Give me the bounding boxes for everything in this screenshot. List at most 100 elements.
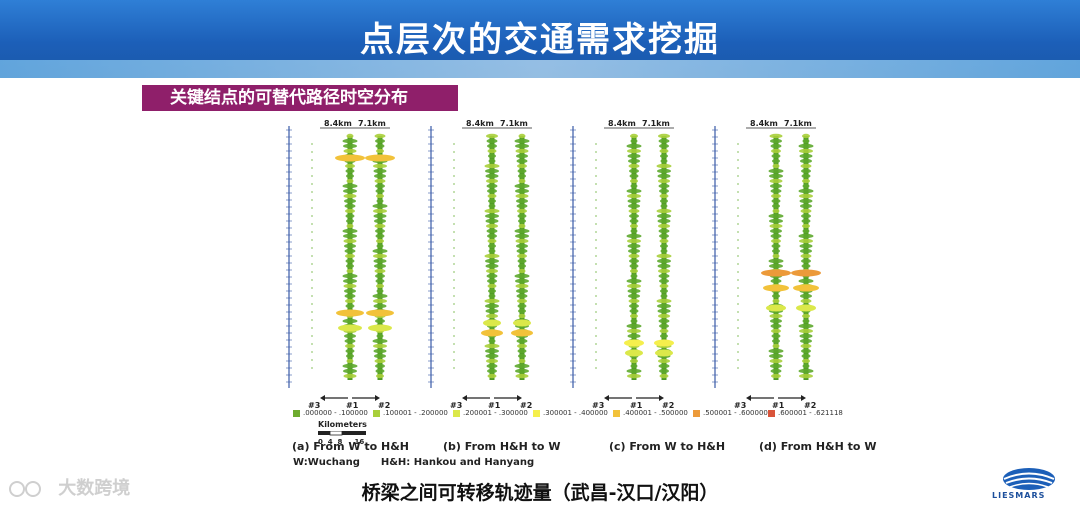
- trajectory-blob: [375, 278, 385, 284]
- trajectory-blob: [772, 248, 780, 254]
- trajectory-blob: [374, 268, 386, 274]
- trajectory-blob: [517, 208, 527, 214]
- legend-swatch: [373, 409, 380, 417]
- trajectory-blob: [627, 153, 641, 159]
- trajectory-blob: [343, 143, 357, 149]
- trajectory-blob: [376, 243, 384, 249]
- trajectory-blob: [630, 318, 638, 324]
- trajectory-blob: [802, 313, 810, 319]
- trajectory-blob: [518, 223, 526, 229]
- trajectory-blob: [343, 278, 357, 284]
- trajectory-blob: [344, 198, 356, 204]
- km-label-left: 8.4km: [608, 119, 636, 128]
- trajectory-blob: [798, 233, 814, 239]
- trajectory-blob: [801, 213, 811, 219]
- trajectory-blob: [772, 203, 780, 209]
- trajectory-blob: [771, 243, 781, 249]
- trajectory-blob: [771, 333, 781, 339]
- trajectory-blob: [375, 138, 385, 144]
- trajectory-blob: [657, 258, 671, 264]
- trajectory-blob: [630, 358, 638, 364]
- trajectory-blob: [802, 358, 810, 364]
- trajectory-blob: [770, 318, 782, 324]
- watermark-text: 大数跨境: [58, 478, 131, 499]
- trajectory-blob: [770, 368, 782, 374]
- trajectory-blob: [802, 178, 810, 184]
- figure-panel-d: 8.4km 7.1km #3 #1 #2: [708, 118, 848, 414]
- figure-panel-b: 8.4km 7.1km #3 #1 #2: [424, 118, 564, 414]
- high-value-band: [511, 329, 533, 337]
- trajectory-blob: [630, 273, 638, 279]
- trajectory-blob: [629, 308, 639, 314]
- column-label-1: #1: [488, 401, 501, 410]
- trajectory-blob: [488, 158, 496, 164]
- trajectory-blob: [375, 143, 385, 149]
- arrowhead: [604, 395, 609, 401]
- arrowhead: [801, 395, 806, 401]
- trajectory-blob: [630, 363, 638, 369]
- trajectory-blob: [344, 248, 356, 254]
- trajectory-blob: [769, 218, 783, 224]
- trajectory-blob: [802, 318, 810, 324]
- high-value-band: [483, 319, 501, 327]
- trajectory-blob: [660, 248, 668, 254]
- trajectory-blob: [485, 348, 499, 354]
- trajectory-blob: [486, 268, 498, 274]
- trajectory-blob: [656, 163, 672, 169]
- trajectory-blob: [486, 313, 498, 319]
- trajectory-blob: [627, 148, 641, 154]
- trajectory-blob: [516, 293, 528, 299]
- legend: .000000 - .100000 .100001 - .200000 .200…: [293, 409, 853, 421]
- scale-bar-graphic: [318, 430, 366, 436]
- trajectory-blob: [486, 228, 498, 234]
- trajectory-blob: [630, 313, 638, 319]
- trajectory-blob: [769, 133, 783, 139]
- trajectory-blob: [488, 293, 496, 299]
- trajectory-blob: [488, 153, 496, 159]
- trajectory-blob: [485, 263, 499, 269]
- trajectory-blob: [658, 138, 670, 144]
- trajectory-blob: [770, 138, 782, 144]
- trajectory-blob: [345, 348, 355, 354]
- trajectory-blob: [485, 308, 499, 314]
- trajectory-blob: [517, 298, 527, 304]
- trajectory-blob: [488, 338, 496, 344]
- trajectory-blob: [484, 163, 500, 169]
- trajectory-blob: [657, 308, 671, 314]
- panel-graphic: [286, 126, 395, 401]
- trajectory-blob: [660, 243, 668, 249]
- legend-item: .200001 - .300000: [453, 409, 528, 417]
- trajectory-blob: [768, 348, 784, 354]
- trajectory-blob: [658, 228, 670, 234]
- trajectory-blob: [344, 243, 356, 249]
- trajectory-blob: [343, 368, 357, 374]
- trajectory-blob: [770, 143, 782, 149]
- trajectory-blob: [514, 183, 530, 189]
- trajectory-blob: [799, 333, 813, 339]
- trajectory-blob: [515, 278, 529, 284]
- trajectory-blob: [629, 303, 639, 309]
- caption-d: (d) From H&H to W: [759, 440, 877, 453]
- column-label-2: #2: [804, 401, 817, 410]
- column-label-1: #1: [772, 401, 785, 410]
- caption-a: (a) From W to H&H: [292, 440, 410, 453]
- trajectory-blob: [659, 283, 669, 289]
- trajectory-blob: [659, 143, 669, 149]
- trajectory-blob: [376, 193, 384, 199]
- trajectory-blob: [518, 173, 526, 179]
- trajectory-blob: [488, 288, 496, 294]
- trajectory-blob: [515, 188, 529, 194]
- high-value-band: [766, 304, 786, 312]
- trajectory-blob: [487, 238, 497, 244]
- km-label-left: 8.4km: [324, 119, 352, 128]
- km-label-right: 7.1km: [784, 119, 812, 128]
- trajectory-blob: [658, 363, 670, 369]
- high-value-band: [481, 329, 503, 337]
- trajectory-blob: [800, 298, 812, 304]
- trajectory-blob: [342, 318, 358, 324]
- panel-graphic: [428, 126, 533, 401]
- trajectory-blob: [627, 288, 641, 294]
- trajectory-blob: [485, 353, 499, 359]
- trajectory-blob: [487, 283, 497, 289]
- trajectory-blob: [373, 163, 387, 169]
